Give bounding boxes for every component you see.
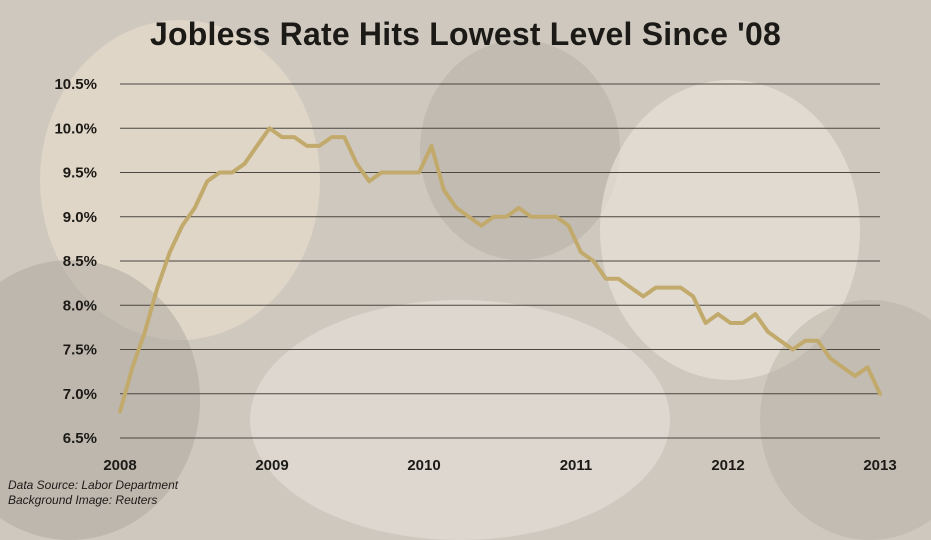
y-tick-label: 8.5% [63, 253, 97, 270]
y-tick-label: 7.0% [63, 386, 97, 403]
background-shape [250, 300, 670, 540]
background-shape [420, 40, 620, 260]
background-shape [40, 20, 320, 340]
y-tick-label: 6.5% [63, 430, 97, 447]
series-line [118, 126, 882, 414]
y-tick-label: 9.5% [63, 165, 97, 182]
data-source-line: Data Source: Labor Department [8, 478, 179, 492]
y-tick-label: 9.0% [63, 209, 97, 226]
x-tick-label: 2012 [711, 457, 744, 474]
chart-stage: 6.5% 7.0% 7.5% 8.0% 8.5% 9.0% 9.5% 10.0% 10.5% 20… [0, 16, 931, 540]
background-shape [0, 260, 200, 540]
x-tick-label: 2011 [560, 457, 593, 474]
x-tick-label: 2013 [863, 457, 896, 474]
y-tick-label: 7.5% [63, 342, 97, 359]
chart-title: Jobless Rate Hits Lowest Level Since '08 [150, 16, 781, 52]
y-tick-label: 8.0% [63, 297, 97, 314]
data-source-note: Data Source: Labor Department Background… [8, 478, 178, 508]
y-tick-label: 10.5% [54, 76, 97, 93]
x-tick-label: 2008 [103, 457, 136, 474]
chart-plot: 6.5% 7.0% 7.5% 8.0% 8.5% 9.0% 9.5% 10.0% 10.5% 20… [54, 76, 896, 474]
background-credit-line: Background Image: Reuters [8, 493, 158, 507]
background-shape [600, 80, 860, 380]
y-tick-label: 10.0% [54, 120, 97, 137]
background-shape [760, 300, 931, 540]
x-tick-label: 2009 [255, 457, 288, 474]
x-tick-label: 2010 [407, 457, 440, 474]
